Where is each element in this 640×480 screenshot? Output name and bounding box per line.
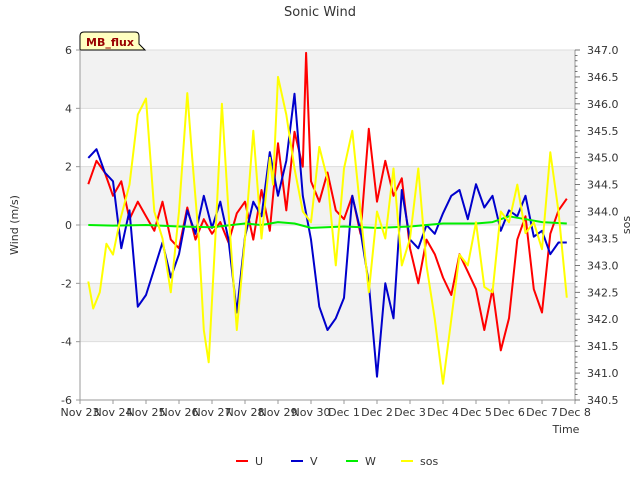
x-axis-label: Time bbox=[552, 423, 580, 436]
legend-label-v: V bbox=[310, 455, 318, 468]
series-layer bbox=[87, 51, 568, 385]
y-tick-label: -2 bbox=[61, 277, 72, 290]
y2-tick-label: 342.0 bbox=[587, 313, 619, 326]
x-tick-label: Nov 28 bbox=[226, 406, 265, 419]
x-tick-label: Dec 3 bbox=[394, 406, 426, 419]
series-line-sos bbox=[87, 75, 568, 385]
y-axis-label: Wind (m/s) bbox=[8, 195, 21, 255]
y2-tick-label: 345.5 bbox=[587, 125, 619, 138]
badge: MB_flux bbox=[79, 31, 147, 51]
y2-tick-label: 343.5 bbox=[587, 232, 619, 245]
y2-axis-label: sos bbox=[620, 216, 633, 234]
x-tick-label: Nov 29 bbox=[259, 406, 298, 419]
x-tick-label: Dec 8 bbox=[559, 406, 591, 419]
y2-tick-label: 344.0 bbox=[587, 206, 619, 219]
grid-band bbox=[80, 50, 575, 109]
legend-label-u: U bbox=[255, 455, 263, 468]
y-tick-label: -4 bbox=[61, 336, 72, 349]
y2-tick-label: 346.5 bbox=[587, 71, 619, 84]
badge-shape bbox=[79, 31, 147, 51]
legend-label-sos: sos bbox=[420, 455, 438, 468]
legend-label-w: W bbox=[365, 455, 376, 468]
x-tick-label: Dec 2 bbox=[361, 406, 393, 419]
y-tick-label: -6 bbox=[61, 394, 72, 407]
x-tick-label: Dec 6 bbox=[493, 406, 525, 419]
chart-title: Sonic Wind bbox=[284, 5, 356, 20]
x-tick-label: Dec 7 bbox=[526, 406, 558, 419]
x-tick-label: Nov 26 bbox=[160, 406, 199, 419]
y2-tick-label: 347.0 bbox=[587, 44, 619, 57]
x-tick-label: Nov 30 bbox=[292, 406, 331, 419]
x-tick-label: Dec 4 bbox=[427, 406, 459, 419]
badge-label: MB_flux bbox=[86, 36, 134, 49]
y-tick-label: 2 bbox=[65, 161, 72, 174]
y2-tick-label: 346.0 bbox=[587, 98, 619, 111]
y2-tick-label: 341.0 bbox=[587, 367, 619, 380]
x-tick-label: Dec 5 bbox=[460, 406, 492, 419]
y-tick-label: 6 bbox=[65, 44, 72, 57]
y-tick-label: 0 bbox=[65, 219, 72, 232]
x-tick-label: Nov 27 bbox=[193, 406, 232, 419]
y2-tick-label: 345.0 bbox=[587, 152, 619, 165]
x-tick-label: Nov 25 bbox=[127, 406, 166, 419]
x-tick-label: Nov 23 bbox=[61, 406, 100, 419]
x-tick-label: Dec 1 bbox=[328, 406, 360, 419]
y2-tick-label: 340.5 bbox=[587, 394, 619, 407]
y2-tick-label: 343.0 bbox=[587, 259, 619, 272]
series-line-u bbox=[87, 51, 568, 352]
y2-tick-label: 341.5 bbox=[587, 340, 619, 353]
y2-tick-label: 344.5 bbox=[587, 179, 619, 192]
grid-bands bbox=[80, 50, 575, 342]
y-tick-label: 4 bbox=[65, 102, 72, 115]
grid-band bbox=[80, 283, 575, 342]
y2-tick-label: 342.5 bbox=[587, 286, 619, 299]
series-line-v bbox=[87, 92, 567, 378]
x-tick-label: Nov 24 bbox=[94, 406, 133, 419]
